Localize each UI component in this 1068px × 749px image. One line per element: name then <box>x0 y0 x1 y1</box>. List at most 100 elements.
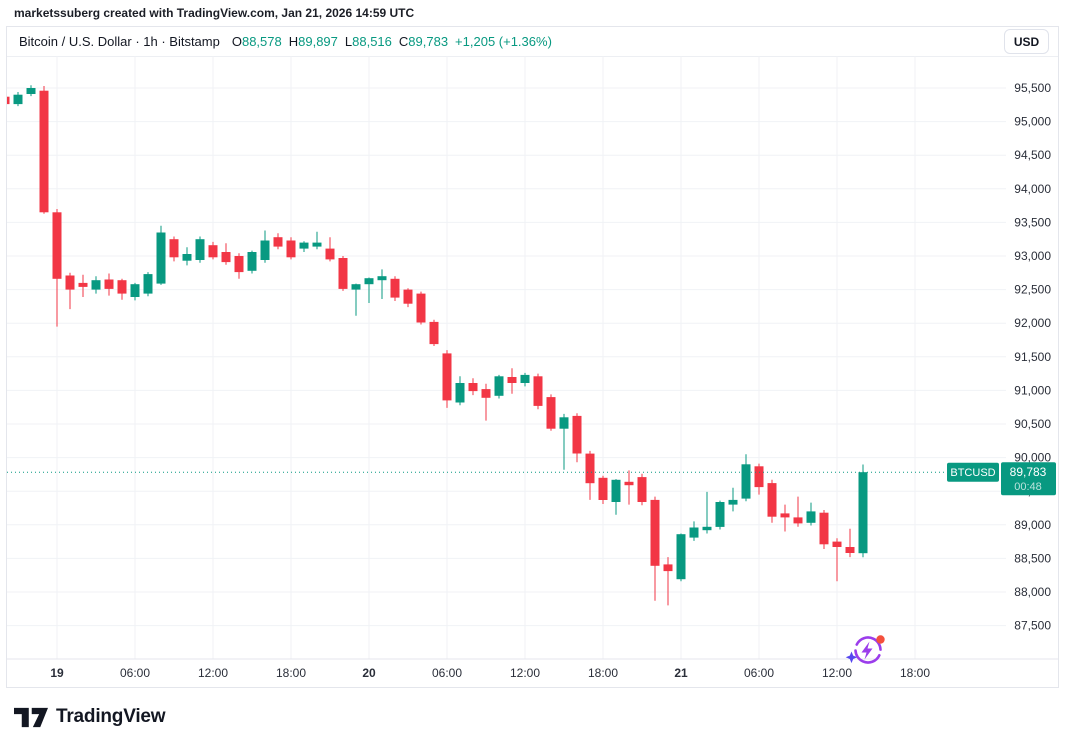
auto-refresh-icon[interactable] <box>845 633 885 666</box>
candle-body-up <box>728 499 738 505</box>
candle-body-down <box>390 278 400 298</box>
candle-body-up <box>676 534 686 580</box>
candle-body-down <box>39 90 49 213</box>
price-scale-label: 92,000 <box>1014 316 1051 330</box>
candle-body-down <box>624 481 634 486</box>
candle-body-down <box>780 513 790 518</box>
change-value: +1,205 (+1.36%) <box>455 34 552 49</box>
candle-body-down <box>546 397 556 429</box>
candle-body-up <box>858 472 868 554</box>
candle-body-down <box>221 252 231 263</box>
candle-body-down <box>585 453 595 484</box>
candle-body-up <box>494 376 504 396</box>
candle-body-down <box>169 239 179 258</box>
price-scale-label: 93,000 <box>1014 249 1051 263</box>
candle-body-up <box>559 417 569 429</box>
candle-body-up <box>715 502 725 527</box>
candle-body-up <box>182 254 192 261</box>
candle-body-down <box>819 512 829 545</box>
candle-body-down <box>468 383 478 392</box>
price-chart-canvas[interactable]: 95,500 95,000 94,500 94,000 93,500 93,000 92,5… <box>7 56 1060 687</box>
price-scale-label: 89,000 <box>1014 518 1051 532</box>
candle-body-down <box>481 389 491 398</box>
price-scale-label: 91,500 <box>1014 350 1051 364</box>
candle-body-down <box>273 237 283 247</box>
high-value: H89,897 <box>288 34 338 49</box>
attribution-text: marketssuberg created with TradingView.c… <box>14 6 415 20</box>
candle-body-down <box>429 321 439 345</box>
candle-body-up <box>741 464 751 499</box>
candle-body-down <box>52 212 62 279</box>
time-axis-label: 12:00 <box>510 666 540 680</box>
tradingview-logo-icon <box>14 707 48 727</box>
ohlc-values: O88,578 H89,897 L88,516 C89,783 +1,205 (… <box>232 34 552 49</box>
time-axis-label: 18:00 <box>276 666 306 680</box>
tradingview-logo[interactable]: TradingView <box>14 706 166 728</box>
candle-body-up <box>351 284 361 290</box>
svg-text:BTCUSD: BTCUSD <box>950 467 995 479</box>
price-scale-label: 90,500 <box>1014 417 1051 431</box>
time-axis-label: 19 <box>50 666 64 680</box>
time-axis-label: 06:00 <box>120 666 150 680</box>
time-axis-label: 21 <box>674 666 688 680</box>
candle-body-down <box>338 258 348 289</box>
candle-body-down <box>7 96 10 105</box>
candle-body-up <box>611 479 621 502</box>
candle-body-up <box>312 242 322 247</box>
price-scale-label: 93,500 <box>1014 215 1051 229</box>
price-scale-label: 88,500 <box>1014 551 1051 565</box>
candle-body-up <box>806 511 816 523</box>
time-axis-label: 12:00 <box>198 666 228 680</box>
candle-body-down <box>793 517 803 524</box>
candle-body-down <box>234 256 244 273</box>
time-axis-label: 12:00 <box>822 666 852 680</box>
symbol-badge: BTCUSD <box>947 462 999 482</box>
price-scale-label: 94,500 <box>1014 148 1051 162</box>
notification-dot <box>876 635 885 644</box>
candle-body-up <box>13 94 23 105</box>
price-scale-label: 87,500 <box>1014 619 1051 633</box>
candle-body-down <box>533 376 543 406</box>
candle-body-up <box>455 383 465 403</box>
sparkle-icon <box>845 651 858 664</box>
candle-body-down <box>325 248 335 260</box>
last-price-label: 89,783 00:48 <box>1001 462 1056 496</box>
price-scale-label: 90,000 <box>1014 451 1051 465</box>
candle-body-up <box>247 252 257 271</box>
lightning-bolt-icon <box>861 641 873 660</box>
currency-toggle-button[interactable]: USD <box>1004 29 1049 54</box>
candle-body-down <box>286 240 296 258</box>
price-scale-label: 91,000 <box>1014 383 1051 397</box>
candle-body-down <box>572 415 582 454</box>
bar-countdown: 00:48 <box>1014 481 1042 493</box>
open-value: O88,578 <box>231 34 282 49</box>
time-axis-label: 06:00 <box>744 666 774 680</box>
candle-body-down <box>416 293 426 323</box>
candle-body-down <box>637 477 647 502</box>
price-scale-label: 95,500 <box>1014 81 1051 95</box>
candle-body-down <box>767 483 777 517</box>
candle-body-up <box>130 284 140 297</box>
time-axis-label: 18:00 <box>900 666 930 680</box>
close-value: C89,783 <box>398 34 449 49</box>
candle-body-down <box>65 275 75 290</box>
candle-body-up <box>156 232 166 284</box>
candle-body-up <box>702 526 712 531</box>
low-value: L88,516 <box>344 34 392 49</box>
candle-body-up <box>299 242 309 249</box>
candle-body-down <box>754 466 764 488</box>
price-scale-label: 95,000 <box>1014 115 1051 129</box>
candle-body-down <box>78 282 88 287</box>
candle-body-up <box>143 274 153 294</box>
symbol-title[interactable]: Bitcoin / U.S. Dollar · 1h · Bitstamp <box>19 34 220 49</box>
candle-body-up <box>260 240 270 260</box>
candle-body-up <box>26 88 36 94</box>
candle-body-down <box>442 353 452 401</box>
candle-body-down <box>104 279 114 289</box>
candle-body-down <box>663 564 673 572</box>
candle-body-down <box>208 245 218 258</box>
candle-body-up <box>689 527 699 538</box>
candle-body-down <box>507 377 517 383</box>
candle-body-up <box>377 276 387 281</box>
